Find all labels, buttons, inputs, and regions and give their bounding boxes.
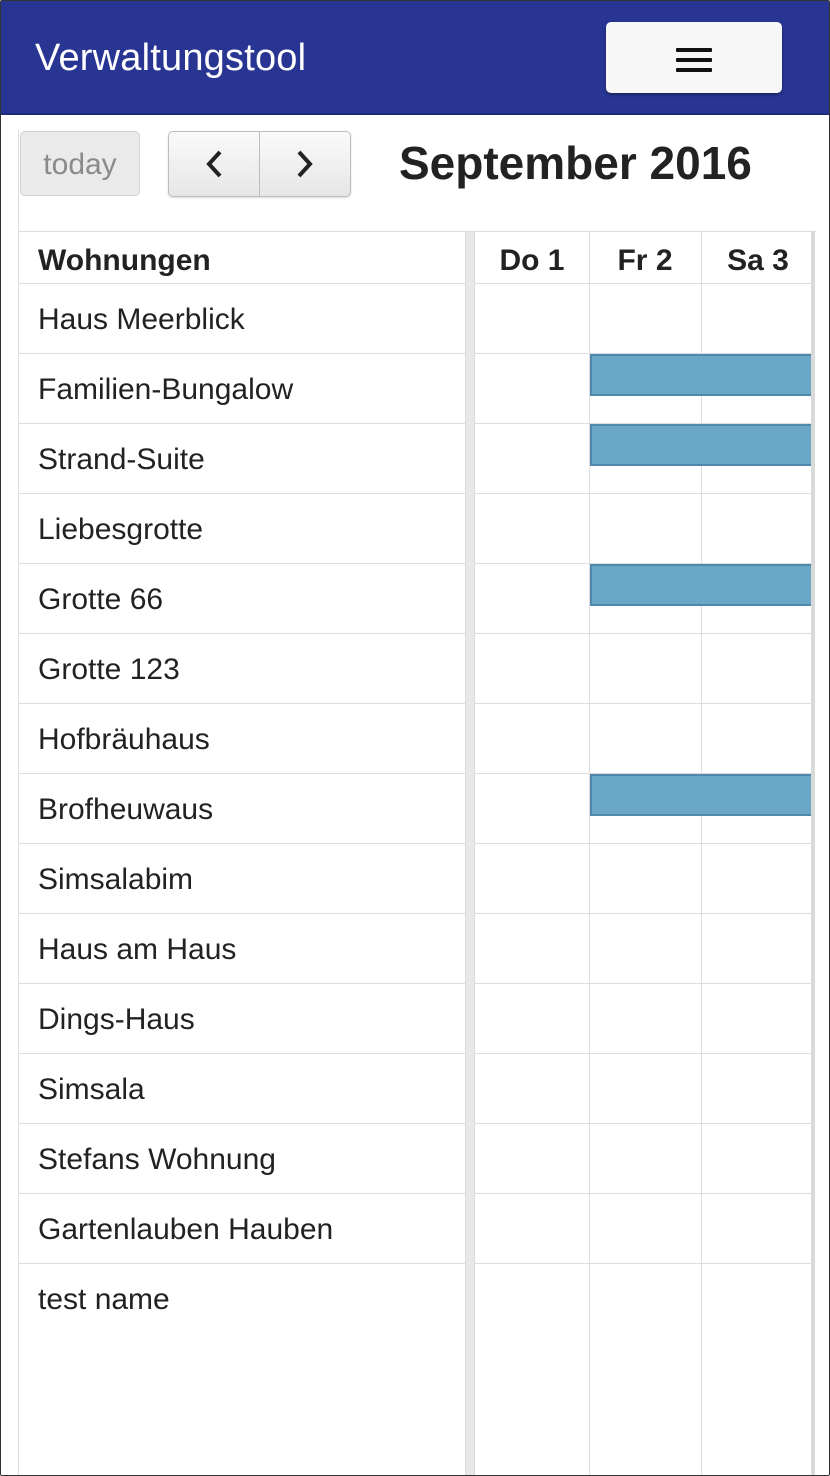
- booking-event[interactable]: [590, 354, 815, 396]
- resource-row[interactable]: test name: [38, 1283, 170, 1316]
- resource-row[interactable]: Stefans Wohnung: [19, 1124, 465, 1194]
- resource-row[interactable]: Hofbräuhaus: [19, 704, 465, 774]
- today-button[interactable]: today: [20, 131, 140, 196]
- chevron-right-icon: [297, 150, 313, 178]
- day-header: Sa 3: [701, 232, 815, 284]
- calendar-toolbar: today September 2016: [19, 130, 816, 230]
- day-header: Fr 2: [589, 232, 701, 284]
- row-gridline: [475, 633, 815, 634]
- resource-row[interactable]: Liebesgrotte: [19, 494, 465, 564]
- hamburger-menu-icon: [676, 48, 712, 78]
- row-gridline: [475, 563, 815, 564]
- booking-event[interactable]: [590, 564, 815, 606]
- resource-row[interactable]: Strand-Suite: [19, 424, 465, 494]
- row-gridline: [475, 983, 815, 984]
- resource-row[interactable]: Simsalabim: [19, 844, 465, 914]
- row-gridline: [475, 913, 815, 914]
- booking-event[interactable]: [590, 424, 815, 466]
- day-gridline: [589, 232, 590, 1475]
- resource-column: Wohnungen Haus Meerblick Familien-Bungalo…: [19, 232, 466, 1475]
- chevron-left-icon: [206, 150, 222, 178]
- day-header: Do 1: [475, 232, 589, 284]
- resource-row[interactable]: Dings-Haus: [19, 984, 465, 1054]
- resource-row[interactable]: Gartenlauben Hauben: [19, 1194, 465, 1264]
- column-resizer[interactable]: [466, 232, 475, 1475]
- row-gridline: [475, 1053, 815, 1054]
- row-gridline: [475, 1263, 815, 1264]
- row-gridline: [475, 1193, 815, 1194]
- row-gridline: [475, 423, 815, 424]
- scroll-edge: [811, 231, 815, 1475]
- nav-button-group: [168, 131, 351, 197]
- day-gridline: [701, 232, 702, 1475]
- resource-row[interactable]: Simsala: [19, 1054, 465, 1124]
- booking-event[interactable]: [590, 774, 815, 816]
- timeline-grid: Wohnungen Haus Meerblick Familien-Bungalo…: [19, 231, 816, 1475]
- prev-button[interactable]: [169, 132, 259, 196]
- resource-row[interactable]: Brofheuwaus: [19, 774, 465, 844]
- row-gridline: [475, 353, 815, 354]
- resource-header: Wohnungen: [19, 232, 465, 284]
- resource-row[interactable]: Grotte 66: [19, 564, 465, 634]
- calendar-title: September 2016: [399, 137, 752, 189]
- resource-row[interactable]: Haus am Haus: [19, 914, 465, 984]
- row-gridline: [475, 1123, 815, 1124]
- app-title[interactable]: Verwaltungstool: [35, 37, 307, 79]
- menu-toggle-button[interactable]: [606, 22, 782, 93]
- row-gridline: [475, 493, 815, 494]
- navbar: Verwaltungstool: [1, 1, 829, 115]
- row-gridline: [475, 773, 815, 774]
- scheduler-panel: today September 2016 Wohnungen Haus Meer…: [18, 130, 816, 1475]
- resource-row[interactable]: Haus Meerblick: [19, 284, 465, 354]
- time-area: Do 1 Fr 2 Sa 3: [475, 232, 815, 1475]
- next-button[interactable]: [259, 132, 350, 196]
- row-gridline: [475, 703, 815, 704]
- row-gridline: [475, 843, 815, 844]
- resource-row[interactable]: Grotte 123: [19, 634, 465, 704]
- resource-row[interactable]: Familien-Bungalow: [19, 354, 465, 424]
